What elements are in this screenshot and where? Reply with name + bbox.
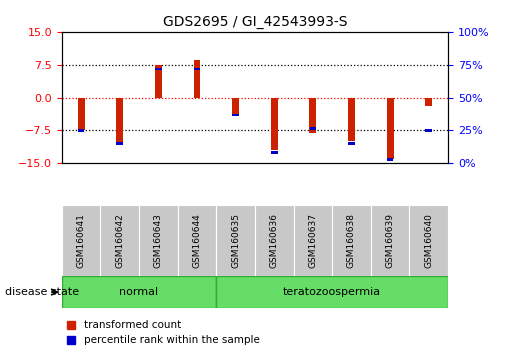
Text: GSM160640: GSM160640	[424, 213, 433, 268]
Bar	[78, 129, 84, 132]
Bar	[216, 205, 255, 276]
Bar	[271, 151, 278, 154]
Bar	[178, 205, 216, 276]
Bar	[194, 68, 200, 70]
Bar	[294, 205, 332, 276]
Bar	[348, 142, 355, 145]
Bar	[371, 205, 409, 276]
Bar	[332, 205, 371, 276]
Bar	[78, 98, 84, 130]
Bar	[62, 205, 100, 276]
Text: GSM160635: GSM160635	[231, 213, 240, 268]
Bar	[216, 276, 448, 308]
Bar	[100, 205, 139, 276]
Bar	[387, 98, 393, 159]
Text: GSM160636: GSM160636	[270, 213, 279, 268]
Text: GSM160643: GSM160643	[154, 213, 163, 268]
Text: normal: normal	[119, 287, 159, 297]
Bar	[139, 205, 178, 276]
Text: GSM160638: GSM160638	[347, 213, 356, 268]
Text: GSM160637: GSM160637	[308, 213, 317, 268]
Text: GSM160644: GSM160644	[193, 213, 201, 268]
Bar	[271, 98, 278, 150]
Bar	[425, 98, 432, 106]
Bar	[310, 127, 316, 130]
Bar	[232, 114, 239, 116]
Bar	[310, 98, 316, 133]
Text: teratozoospermia: teratozoospermia	[283, 287, 381, 297]
Bar	[255, 205, 294, 276]
Bar	[155, 68, 162, 70]
Bar	[194, 60, 200, 98]
Bar	[425, 129, 432, 132]
Bar	[62, 276, 216, 308]
Bar	[409, 205, 448, 276]
Text: GSM160639: GSM160639	[386, 213, 394, 268]
Title: GDS2695 / GI_42543993-S: GDS2695 / GI_42543993-S	[163, 16, 347, 29]
Bar	[232, 98, 239, 115]
Legend: transformed count, percentile rank within the sample: transformed count, percentile rank withi…	[67, 320, 260, 346]
Bar	[387, 159, 393, 161]
Text: GSM160641: GSM160641	[77, 213, 85, 268]
Text: GSM160642: GSM160642	[115, 213, 124, 268]
Bar	[116, 142, 123, 145]
Text: disease state: disease state	[5, 287, 79, 297]
Bar	[116, 98, 123, 144]
Bar	[348, 98, 355, 141]
Bar	[155, 65, 162, 98]
